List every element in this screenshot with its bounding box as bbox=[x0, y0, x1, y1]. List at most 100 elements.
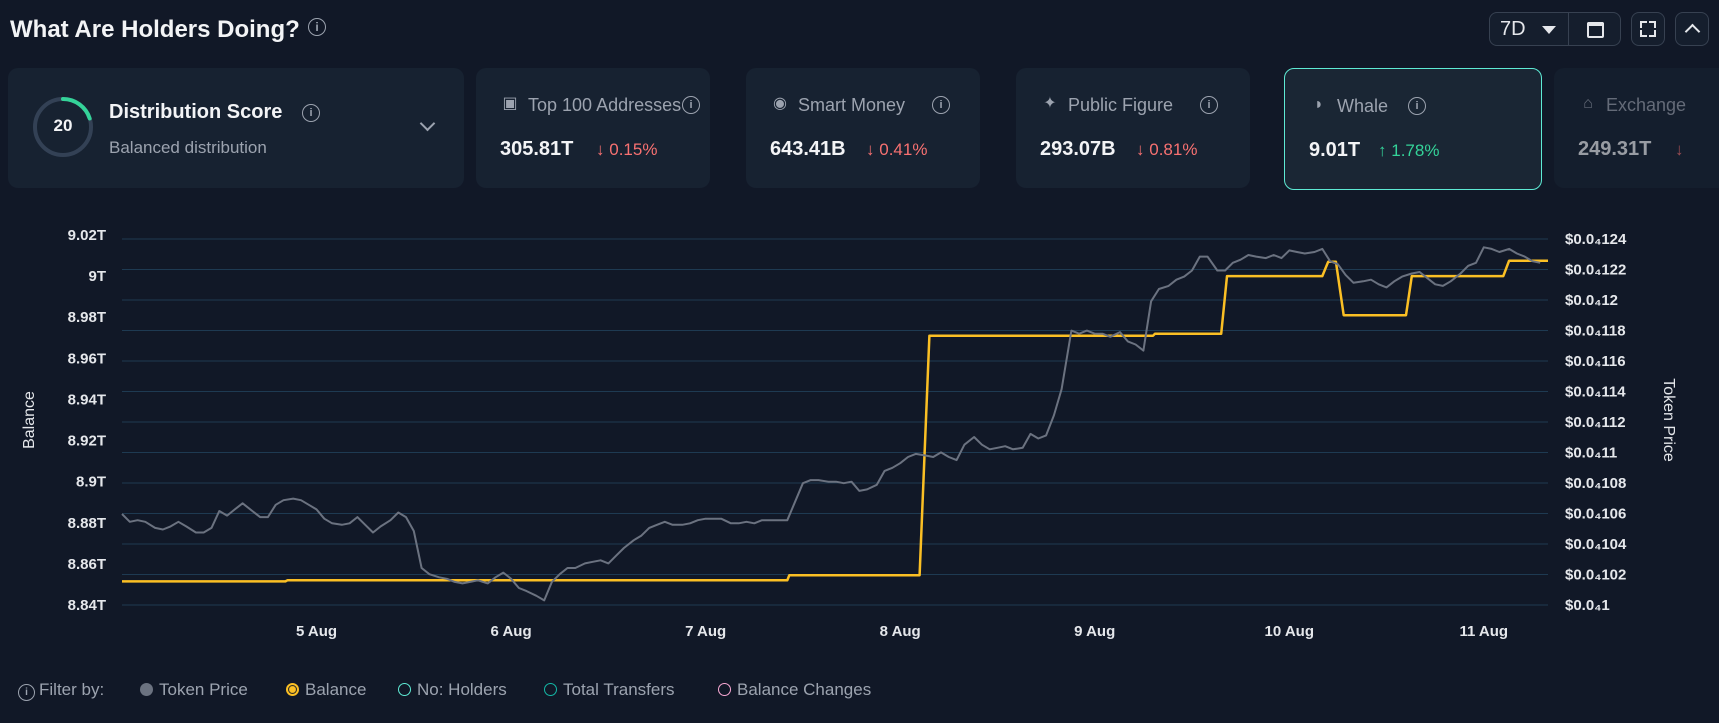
y-tick-label: 8.9T bbox=[76, 474, 106, 491]
distribution-score-value: 20 bbox=[53, 116, 73, 135]
y2-tick-label: $0.0₄124 bbox=[1565, 231, 1627, 248]
legend-label: No: Holders bbox=[417, 680, 507, 699]
legend-dot bbox=[140, 683, 153, 696]
metric-value: 9.01T bbox=[1309, 139, 1361, 161]
legend-item-no-holders[interactable]: No: Holders bbox=[398, 680, 507, 700]
y2-tick-label: $0.0₄102 bbox=[1565, 567, 1626, 584]
info-icon: i bbox=[18, 684, 35, 701]
info-icon[interactable]: i bbox=[682, 96, 700, 114]
info-icon[interactable]: i bbox=[1200, 96, 1218, 114]
metric-card-top-100[interactable]: ▣ Top 100 Addresses i 305.81T ↓ 0.15% bbox=[476, 68, 710, 188]
metric-change: ↓ 0.15% bbox=[596, 140, 657, 160]
y2-tick-label: $0.0₄122 bbox=[1565, 262, 1626, 279]
series-line-token-price bbox=[121, 246, 1541, 602]
collapse-button[interactable] bbox=[1675, 12, 1709, 46]
legend-dot bbox=[398, 683, 411, 696]
legend-label: Token Price bbox=[159, 680, 248, 699]
metric-change: ↓ bbox=[1675, 140, 1684, 160]
holders-chart[interactable]: 9.02T 9T 8.98T 8.96T 8.94T 8.92T 8.9T 8.88T 8.86… bbox=[0, 210, 1719, 660]
y2-tick-label: $0.0₄108 bbox=[1565, 475, 1626, 492]
caret-down-icon bbox=[1542, 26, 1556, 34]
metric-change-value: 1.78% bbox=[1391, 141, 1440, 160]
y-tick-label: 8.86T bbox=[68, 556, 106, 573]
legend-item-balance-changes[interactable]: Balance Changes bbox=[718, 680, 871, 700]
filter-prefix: i Filter by: bbox=[18, 680, 104, 701]
metric-card-public-figure[interactable]: ✦ Public Figure i 293.07B ↓ 0.81% bbox=[1016, 68, 1250, 188]
metric-card-smart-money[interactable]: ◉ Smart Money i 643.41B ↓ 0.41% bbox=[746, 68, 980, 188]
distribution-score-card[interactable]: 20 Distribution Score i Balanced distrib… bbox=[8, 68, 464, 188]
y2-tick-label: $0.0₄116 bbox=[1565, 353, 1626, 370]
wallet-icon: ▣ bbox=[502, 95, 518, 112]
metric-value: 643.41B bbox=[770, 138, 846, 160]
metric-value: 305.81T bbox=[500, 138, 574, 160]
period-selector: 7D bbox=[1489, 12, 1621, 46]
info-icon[interactable]: i bbox=[932, 96, 950, 114]
metric-change: ↓ 0.41% bbox=[866, 140, 927, 160]
series-line-balance bbox=[122, 259, 1548, 583]
y2-tick-label: $0.0₄11 bbox=[1565, 445, 1617, 462]
x-tick-label: 9 Aug bbox=[1074, 623, 1115, 640]
y2-tick-label: $0.0₄118 bbox=[1565, 323, 1626, 340]
arrow-down-icon: ↓ bbox=[1136, 140, 1145, 159]
distribution-score-title: Distribution Score bbox=[109, 101, 283, 123]
chevron-down-icon[interactable] bbox=[419, 115, 436, 132]
y-tick-label: 9.02T bbox=[68, 227, 106, 244]
fullscreen-button[interactable] bbox=[1631, 12, 1665, 46]
y-tick-label: 8.96T bbox=[68, 350, 106, 367]
metric-value: 293.07B bbox=[1040, 138, 1116, 160]
legend-item-balance[interactable]: Balance bbox=[286, 680, 366, 700]
header-controls: 7D bbox=[1479, 12, 1709, 46]
metric-value: 249.31T bbox=[1578, 138, 1652, 160]
metric-label: Public Figure bbox=[1068, 95, 1174, 115]
distribution-score-subtitle: Balanced distribution bbox=[109, 138, 267, 157]
x-tick-label: 10 Aug bbox=[1265, 623, 1314, 640]
arrow-down-icon: ↓ bbox=[596, 140, 605, 159]
legend-item-total-transfers[interactable]: Total Transfers bbox=[544, 680, 675, 700]
y2-tick-label: $0.0₄112 bbox=[1565, 414, 1626, 431]
legend-dot bbox=[286, 683, 299, 696]
y2-axis-title: Token Price bbox=[1660, 378, 1677, 462]
y2-tick-label: $0.0₄1 bbox=[1565, 597, 1610, 614]
x-tick-label: 6 Aug bbox=[491, 623, 532, 640]
metric-card-whale[interactable]: ◗ Whale i 9.01T ↑ 1.78% bbox=[1284, 68, 1542, 190]
period-dropdown[interactable]: 7D bbox=[1490, 13, 1569, 45]
page-title: What Are Holders Doing? bbox=[10, 16, 300, 43]
metric-card-exchange[interactable]: ⌂ Exchange 249.31T ↓ bbox=[1554, 68, 1719, 188]
metric-cards: 20 Distribution Score i Balanced distrib… bbox=[8, 68, 1719, 190]
chevron-up-icon bbox=[1684, 23, 1701, 40]
metric-change-value: 0.15% bbox=[609, 140, 658, 159]
y-axis-title: Balance bbox=[21, 391, 38, 449]
legend-dot bbox=[544, 683, 557, 696]
arrow-up-icon: ↑ bbox=[1378, 141, 1387, 160]
y-tick-label: 8.98T bbox=[68, 309, 106, 326]
y-tick-label: 9T bbox=[88, 268, 106, 285]
metric-change: ↓ 0.81% bbox=[1136, 140, 1197, 160]
metric-label: Exchange bbox=[1606, 95, 1687, 115]
y-tick-label: 8.92T bbox=[68, 433, 106, 450]
public-figure-icon: ✦ bbox=[1043, 95, 1057, 112]
arrow-down-icon: ↓ bbox=[866, 140, 875, 159]
smart-money-icon: ◉ bbox=[773, 95, 787, 112]
whale-icon: ◗ bbox=[1314, 96, 1324, 113]
info-icon[interactable]: i bbox=[1408, 97, 1426, 115]
metric-label: Top 100 Addresses bbox=[528, 95, 682, 115]
calendar-button[interactable] bbox=[1569, 13, 1620, 45]
legend-label: Balance bbox=[305, 680, 367, 699]
x-tick-label: 5 Aug bbox=[296, 623, 337, 640]
metric-label: Whale bbox=[1337, 96, 1389, 116]
calendar-icon bbox=[1587, 22, 1604, 38]
info-icon[interactable]: i bbox=[308, 18, 326, 36]
metric-change: ↑ 1.78% bbox=[1378, 141, 1439, 161]
legend-label: Total Transfers bbox=[563, 680, 675, 699]
y-tick-label: 8.84T bbox=[68, 597, 106, 614]
arrow-down-icon: ↓ bbox=[1675, 140, 1684, 159]
x-tick-label: 11 Aug bbox=[1459, 623, 1508, 640]
exchange-icon: ⌂ bbox=[1583, 95, 1593, 112]
legend-item-token-price[interactable]: Token Price bbox=[140, 680, 248, 700]
x-tick-label: 7 Aug bbox=[685, 623, 726, 640]
info-icon[interactable]: i bbox=[302, 104, 320, 122]
metric-label: Smart Money bbox=[798, 95, 906, 115]
y2-tick-label: $0.0₄114 bbox=[1565, 384, 1626, 401]
legend-dot bbox=[718, 683, 731, 696]
distribution-score-ring bbox=[33, 97, 93, 157]
